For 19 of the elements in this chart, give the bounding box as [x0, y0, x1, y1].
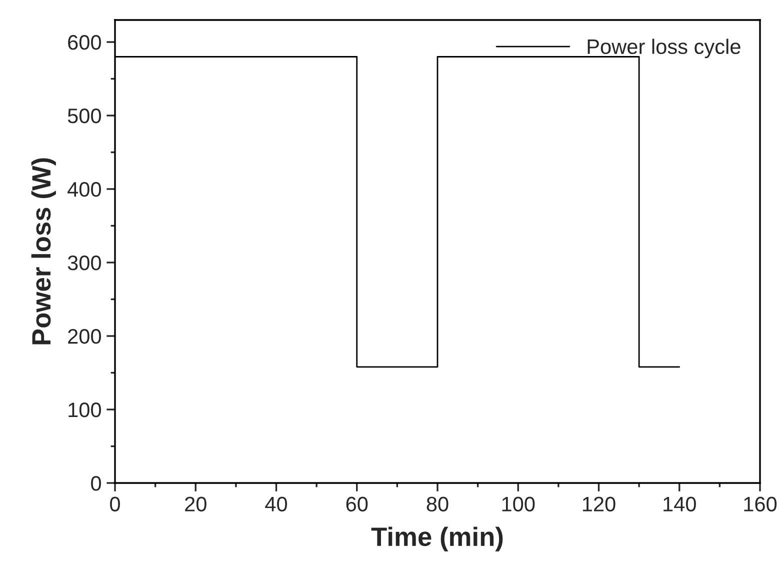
x-tick-label: 120 — [582, 496, 616, 512]
x-tick-label: 80 — [426, 496, 448, 512]
x-tick-label: 20 — [185, 496, 206, 512]
x-tick-label: 0 — [110, 496, 120, 512]
y-tick-label: 500 — [68, 108, 101, 124]
y-tick-label: 100 — [68, 402, 101, 418]
x-tick-label: 100 — [502, 496, 535, 512]
y-tick-label: 400 — [68, 182, 101, 197]
y-axis-title: Power loss (W) — [31, 158, 56, 344]
y-tick-label: 200 — [68, 329, 101, 344]
x-axis-title: Time (min) — [371, 526, 503, 552]
y-tick-label: 300 — [68, 256, 101, 270]
y-tick-label: 600 — [68, 35, 101, 50]
y-tick-label: 0 — [91, 476, 101, 491]
legend-label: Power loss cycle — [588, 38, 740, 58]
x-tick-label: 140 — [664, 496, 696, 512]
x-tick-label: 40 — [265, 496, 288, 512]
x-tick-label: 60 — [346, 496, 368, 512]
x-tick-label: 160 — [744, 496, 777, 512]
